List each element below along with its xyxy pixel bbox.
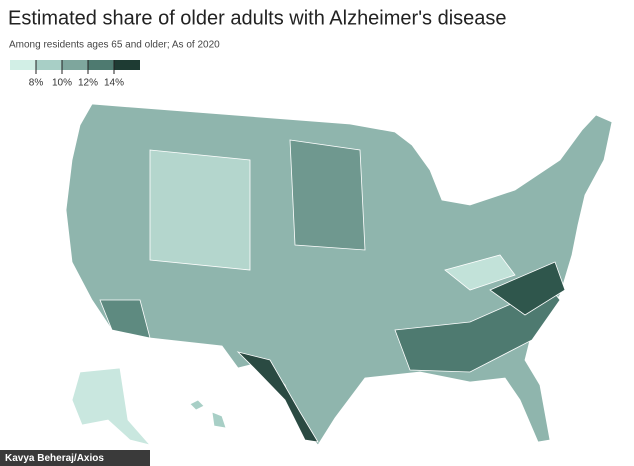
carolinas-region [489,261,566,316]
title: Estimated share of older adults with Alz… [8,7,507,29]
subtitle: Among residents ages 65 and older; As of… [9,40,220,51]
legend-swatch [36,60,62,70]
legend-swatch [88,60,114,70]
legend-tick-label: 10% [52,78,72,89]
legend-tick-label: 8% [29,78,44,89]
legend-swatch [62,60,88,70]
plains-region [289,139,366,251]
legend-swatch [10,60,36,70]
appalachia-region [444,254,516,291]
mountain-region [149,149,251,271]
credit-box [0,450,150,466]
texas-border-region [236,351,319,443]
legend: 8% 10% 12% 14% [10,60,140,89]
hawaii [189,399,227,429]
legend-swatch [114,60,140,70]
legend-tick-label: 14% [104,78,124,89]
alaska [71,367,152,446]
legend-tick-label: 12% [78,78,98,89]
southwest-region [99,299,151,339]
map [65,103,613,446]
credit: Kavya Beheraj/Axios [5,453,104,464]
